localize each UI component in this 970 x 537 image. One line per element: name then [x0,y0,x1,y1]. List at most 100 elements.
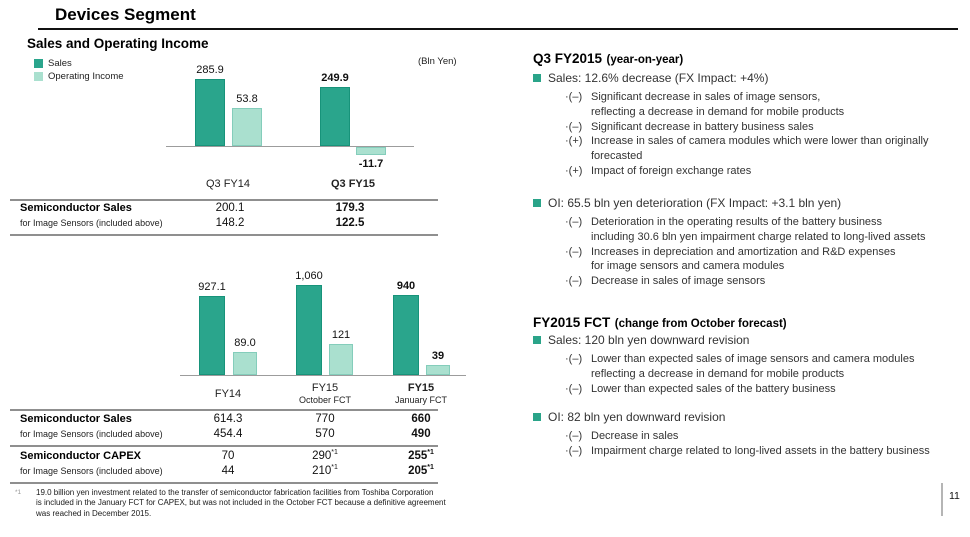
table-cell: 255*1 [408,449,434,462]
x-axis-sublabel: October FCT [298,395,352,405]
table-rule [10,409,438,411]
sub-bullet: ·(–) Significant decrease in sales of ima… [565,90,967,120]
sub-bullet-text: Deterioration in the operating results o… [591,216,926,243]
sub-bullet-text: Decrease in sales of image sensors [591,275,766,288]
table-cell: 70 [221,449,235,462]
bullet-group-oi-yoy: OI: 65.5 bln yen deterioration (FX Impac… [531,196,967,289]
section-title-q3-qualifier: (year-on-year) [606,54,684,66]
legend-item-sales: Sales [34,57,124,70]
sub-bullet: ·(–) Deterioration in the operating resul… [565,215,967,245]
table-cell: 205*1 [408,464,434,477]
table-cell: 660 [411,412,431,425]
table-row-label: Semiconductor Sales [20,202,132,214]
section-header-fct: FY2015 FCT (change from October forecast… [533,314,787,332]
operating-income-value-label: 89.0 [234,337,256,349]
legend-item-operating-income: Operating Income [34,70,124,83]
x-axis-label: FY15 [407,382,435,394]
sub-bullet-sign: ·(+) [565,164,583,177]
sub-bullet-sign: ·(–) [565,430,583,442]
operating-income-bar [233,352,257,375]
operating-income-value-label: -11.7 [358,158,384,170]
table-row-sublabel: for Image Sensors (included above) [20,429,163,439]
sub-bullets: ·(–) Significant decrease in sales of ima… [531,90,967,179]
bullet-group-oi-fct: OI: 82 bln yen downward revision ·(–) Dec… [531,410,967,459]
sub-bullet: ·(–) Significant decrease in battery busi… [565,120,967,135]
bullet-text: OI: 82 bln yen downward revision [548,410,726,424]
unit-label: (Bln Yen) [418,56,457,67]
fullyear-bar-chart: 927.1 89.0 FY14 1,060 121 FY15 October FCT 940 3… [160,255,490,405]
x-axis-label: FY14 [214,388,242,400]
bullet-square-icon [533,413,541,421]
table-row-sublabel: for Image Sensors (included above) [20,466,163,476]
sub-bullet-text: Decrease in sales [591,430,679,442]
footnote: *1 19.0 billion yen investment related t… [14,488,494,519]
x-axis-label: FY15 [311,382,339,394]
x-axis-line [166,146,414,147]
bullet-group-sales-yoy: Sales: 12.6% decrease (FX Impact: +4%) ·… [531,71,967,179]
sub-bullet-text: Impact of foreign exchange rates [591,164,752,177]
page-number-divider [941,483,943,516]
table-row-sublabel: for Image Sensors (included above) [20,218,163,228]
sub-bullet: ·(+) Increase in sales of camera modules … [565,134,967,164]
x-axis-sublabel: January FCT [394,395,448,405]
bullet-square-icon [533,199,541,207]
sub-bullet-text: Increases in depreciation and amortizati… [591,245,896,273]
sub-bullet-text: Significant decrease in sales of image s… [591,91,845,118]
x-axis-label: Q3 FY15 [330,178,376,190]
operating-income-bar [356,147,386,155]
section-title-fct-qualifier: (change from October forecast) [614,318,787,330]
section-header-q3: Q3 FY2015 (year-on-year) [533,50,683,68]
sales-value-label: 940 [396,280,416,292]
sub-bullets: ·(–) Decrease in sales ·(–) Impairment cha… [531,429,967,459]
table-cell: 179.3 [335,201,365,214]
sub-bullet: ·(+) Impact of foreign exchange rates [565,164,967,179]
right-panel: Q3 FY2015 (year-on-year) Sales: 12.6% de… [531,0,967,537]
page-title: Devices Segment [55,5,196,24]
table-cell: 290*1 [312,449,338,462]
table-cell: 614.3 [213,412,243,425]
sales-bar [320,87,350,146]
sales-bar [393,295,419,375]
sub-bullet-sign: ·(–) [565,444,583,457]
sub-bullet: ·(–) Impairment charge related to long-li… [565,444,967,459]
sub-bullet-text: Increase in sales of camera modules whic… [591,135,929,163]
sub-bullet-sign: ·(–) [565,216,583,228]
operating-income-bar [426,365,450,375]
table-rule [10,445,438,447]
bullet-group-sales-fct: Sales: 120 bln yen downward revision ·(–… [531,333,967,396]
footnote-marker: *1 [15,489,22,496]
operating-income-value-label: 121 [331,329,351,341]
table-cell: 210*1 [312,464,338,477]
sub-bullet-sign: ·(–) [565,275,583,288]
bullet-square-icon [533,336,541,344]
table-cell: 44 [221,464,235,477]
table-rule [10,482,438,484]
operating-income-value-label: 39 [431,350,445,362]
sub-bullet-text: Lower than expected sales of the battery… [591,382,836,395]
table-cell: 200.1 [215,201,245,214]
sub-bullet-sign: ·(–) [565,245,583,258]
sales-bar [195,79,225,146]
bullet-square-icon [533,74,541,82]
table-cell: 148.2 [215,216,245,229]
footnote-text: 19.0 billion yen investment related to t… [36,488,446,518]
bullet: OI: 65.5 bln yen deterioration (FX Impac… [531,196,967,211]
bullet-text: Sales: 12.6% decrease (FX Impact: +4%) [548,71,769,85]
bullet: Sales: 120 bln yen downward revision [531,333,967,348]
table-cell: 770 [315,412,335,425]
table-cell: 454.4 [213,427,243,440]
sales-bar [199,296,225,375]
sales-value-label: 927.1 [198,281,226,293]
table-rule [10,234,438,236]
legend-label-sales: Sales [48,58,72,69]
section-title-q3: Q3 FY2015 [533,51,603,66]
table-row-label: Semiconductor Sales [20,413,132,425]
sales-bar [296,285,322,375]
sales-value-label: 285.9 [196,64,224,76]
operating-income-bar [232,108,262,146]
chart-legend: Sales Operating Income [34,57,124,83]
sales-value-label: 249.9 [321,72,349,84]
legend-label-operating-income: Operating Income [48,71,124,82]
x-axis-label: Q3 FY14 [205,178,251,190]
